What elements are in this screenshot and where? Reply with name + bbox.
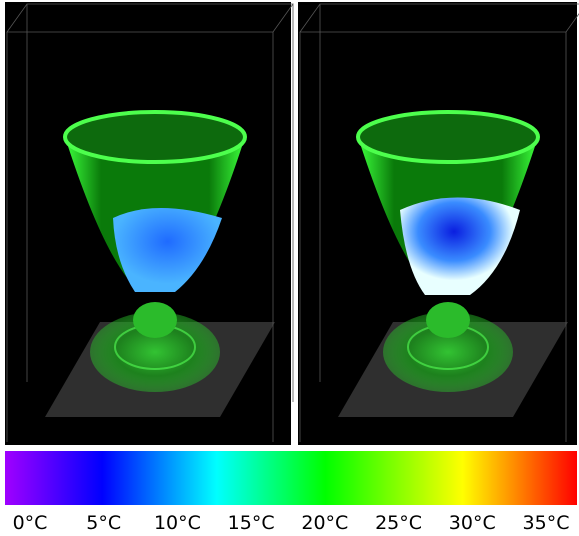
tick-label: 30°C [449, 512, 496, 534]
tick-label: 0°C [13, 512, 48, 534]
tick-label: 15°C [228, 512, 275, 534]
colorbar-ticks: 0°C 5°C 10°C 15°C 20°C 25°C 30°C 35°C [13, 512, 570, 534]
tick-label: 35°C [523, 512, 570, 534]
tick-label: 20°C [301, 512, 348, 534]
tick-label: 10°C [154, 512, 201, 534]
colorbar [5, 451, 577, 505]
tick-label: 5°C [86, 512, 121, 534]
figure: 0°C 5°C 10°C 15°C 20°C 25°C 30°C 35°C [0, 0, 579, 536]
tick-label: 25°C [375, 512, 422, 534]
